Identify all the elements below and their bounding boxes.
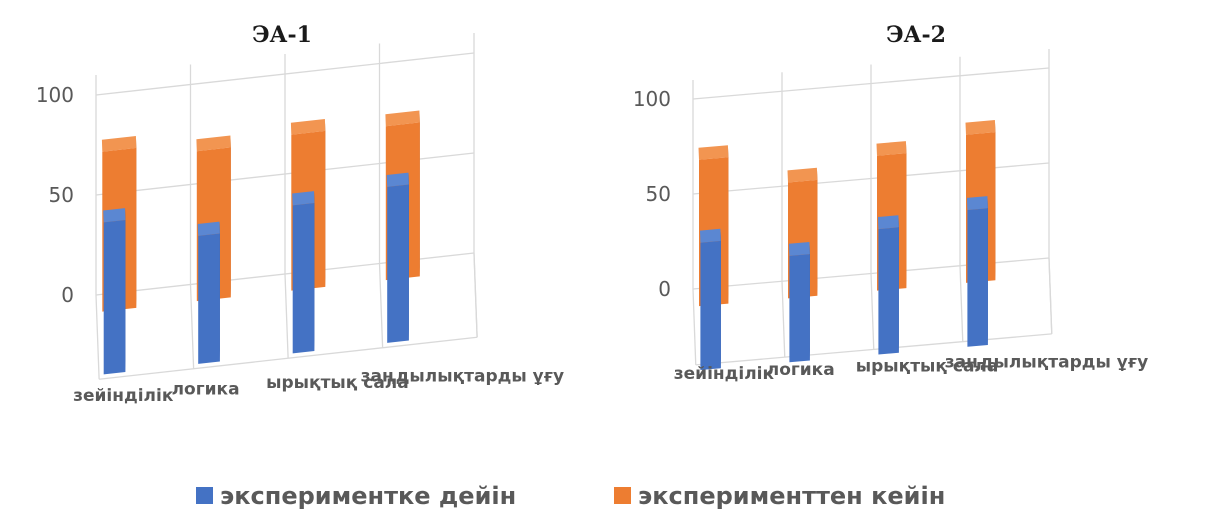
category-label: логика bbox=[172, 380, 240, 400]
bar-front bbox=[104, 220, 126, 374]
bar-top bbox=[700, 229, 721, 243]
bar-top bbox=[387, 173, 409, 187]
bar-top bbox=[198, 222, 220, 236]
legend: экспериментке дейін эксперименттен кейін bbox=[196, 482, 945, 510]
category-label: зейінділік bbox=[73, 386, 174, 406]
gridline-floor bbox=[782, 281, 785, 357]
legend-label-after: эксперименттен кейін bbox=[638, 482, 945, 510]
bar-front bbox=[700, 241, 721, 370]
y-tick-label: 0 bbox=[658, 277, 671, 301]
bar-before-2 bbox=[878, 215, 899, 354]
bar-before-1 bbox=[789, 242, 810, 362]
bar-front bbox=[293, 203, 315, 353]
chart-title-ea2: ЭА-2 bbox=[886, 22, 946, 48]
legend-swatch-after bbox=[614, 487, 631, 504]
y-tick-label: 50 bbox=[49, 183, 74, 207]
legend-label-before: экспериментке дейін bbox=[220, 482, 516, 510]
bar-top bbox=[789, 242, 810, 256]
gridline-floor bbox=[960, 266, 963, 342]
y-tick-label: 0 bbox=[61, 283, 74, 307]
bar-top bbox=[292, 191, 314, 205]
bar-top bbox=[967, 196, 988, 210]
bar-top bbox=[699, 145, 729, 160]
bar-before-3 bbox=[387, 173, 409, 343]
category-label: зейінділік bbox=[674, 364, 775, 384]
category-label: заңдылықтарды ұғу bbox=[361, 367, 564, 387]
bar-front bbox=[789, 254, 810, 362]
gridline-floor bbox=[285, 274, 288, 358]
gridline-floor bbox=[380, 264, 383, 348]
bar-before-1 bbox=[198, 222, 220, 364]
chart-title-ea1: ЭА-1 bbox=[252, 22, 312, 48]
bar-top bbox=[103, 208, 125, 222]
bar-top bbox=[788, 168, 818, 183]
gridline-floor bbox=[871, 274, 874, 350]
y-tick-label: 100 bbox=[633, 87, 671, 111]
bar-top bbox=[878, 215, 899, 229]
bar-before-0 bbox=[103, 208, 125, 374]
bar-front bbox=[387, 185, 409, 343]
bar-front bbox=[967, 208, 988, 347]
gridline-floor bbox=[693, 289, 696, 365]
legend-swatch-before bbox=[196, 487, 213, 504]
gridline-floor-edge bbox=[474, 253, 477, 337]
category-label: логика bbox=[767, 360, 835, 380]
bar-top bbox=[877, 141, 907, 156]
gridline-floor bbox=[96, 295, 99, 379]
bar-before-3 bbox=[967, 196, 988, 347]
category-label: заңдылықтарды ұғу bbox=[945, 353, 1148, 373]
y-tick-label: 100 bbox=[36, 83, 74, 107]
bar-front bbox=[878, 227, 899, 354]
bar-before-0 bbox=[700, 229, 721, 370]
y-tick-label: 50 bbox=[646, 182, 671, 206]
gridline-floor bbox=[191, 285, 194, 369]
bar-before-2 bbox=[292, 191, 314, 353]
bar-front bbox=[198, 234, 220, 364]
gridline-floor-edge bbox=[1049, 258, 1052, 334]
bar-top bbox=[966, 120, 996, 135]
